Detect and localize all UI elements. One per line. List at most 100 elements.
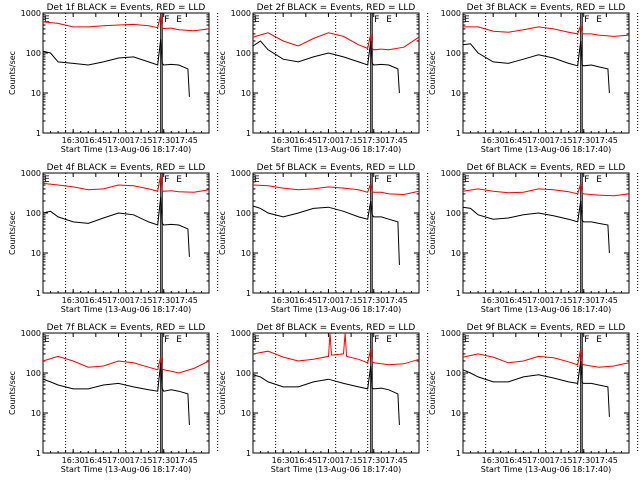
y-tick-label: 1: [246, 449, 251, 458]
y-axis-label: Counts/sec: [428, 51, 437, 95]
x-tick-label: 17:30: [572, 136, 595, 145]
x-axis-label: Start Time (13-Aug-06 18:17:40): [61, 465, 192, 474]
series-line-events: [462, 40, 610, 94]
x-tick-label: 16:30: [482, 456, 505, 465]
marker-label-e: E: [386, 335, 392, 345]
marker-label-e-left: E: [44, 15, 50, 25]
series-line-lld: [42, 14, 210, 32]
y-tick-label: 100: [446, 369, 461, 378]
marker-label-f: F: [164, 335, 169, 345]
x-tick-label: 17:15: [550, 136, 573, 145]
series-line-lld: [463, 24, 630, 37]
marker-label-e: E: [596, 175, 602, 185]
y-axis-label: Counts/sec: [218, 371, 227, 415]
series-line-lld: [252, 332, 420, 366]
marker-label-f: F: [374, 15, 379, 25]
y-axis-label: Counts/sec: [8, 51, 17, 95]
x-tick-label: 17:45: [385, 296, 408, 305]
x-tick-label: 17:30: [362, 296, 385, 305]
y-tick-label: 100: [446, 49, 461, 58]
y-tick-label: 1000: [21, 9, 41, 18]
x-tick-label: 16:30: [272, 456, 295, 465]
marker-label-e: E: [386, 15, 392, 25]
y-tick-label: 10: [241, 249, 251, 258]
x-tick-label: 17:15: [340, 136, 363, 145]
marker-label-e-left: E: [254, 335, 260, 345]
x-tick-label: 16:30: [62, 136, 85, 145]
x-tick-label: 17:45: [595, 136, 618, 145]
x-tick-label: 17:00: [317, 296, 340, 305]
y-tick-label: 10: [31, 89, 41, 98]
x-axis-label: Start Time (13-Aug-06 18:17:40): [481, 465, 612, 474]
series-line-events: [42, 362, 190, 426]
y-tick-label: 1: [246, 129, 251, 138]
x-tick-label: 17:45: [595, 296, 618, 305]
x-tick-label: 17:00: [107, 456, 130, 465]
y-axis-label: Counts/sec: [428, 371, 437, 415]
chart-panel-1: Det 1f BLACK = Events, RED = LLD 1 10 100 10…: [8, 3, 219, 154]
marker-label-e: E: [176, 335, 182, 345]
x-tick-label: 17:45: [385, 456, 408, 465]
series-line-events: [252, 40, 400, 94]
chart-panel-2: Det 2f BLACK = Events, RED = LLD 1 10 100 10…: [218, 3, 429, 154]
x-tick-label: 17:30: [362, 456, 385, 465]
y-tick-label: 1: [246, 289, 251, 298]
x-axis-label: Start Time (13-Aug-06 18:17:40): [61, 305, 192, 314]
marker-label-e: E: [596, 15, 602, 25]
y-tick-label: 100: [236, 209, 251, 218]
x-tick-label: 16:45: [294, 136, 317, 145]
marker-label-e-left: E: [464, 175, 470, 185]
marker-label-e-left: E: [464, 335, 470, 345]
chart-panel-3: Det 3f BLACK = Events, RED = LLD 1 10 100 10…: [428, 3, 639, 154]
marker-label-e: E: [386, 175, 392, 185]
x-tick-label: 17:30: [572, 296, 595, 305]
marker-label-f: F: [584, 175, 589, 185]
x-tick-label: 16:30: [272, 136, 295, 145]
y-tick-label: 1: [36, 129, 41, 138]
y-tick-label: 1000: [231, 9, 251, 18]
chart-title: Det 1f BLACK = Events, RED = LLD: [47, 3, 206, 13]
y-tick-label: 10: [451, 249, 461, 258]
series-line-lld: [252, 32, 420, 51]
x-axis-label: Start Time (13-Aug-06 18:17:40): [61, 145, 192, 154]
chart-panel-4: Det 4f BLACK = Events, RED = LLD 1 10 100 10…: [8, 163, 219, 314]
y-tick-label: 1000: [231, 169, 251, 178]
y-tick-label: 100: [236, 369, 251, 378]
x-tick-label: 16:45: [84, 136, 107, 145]
marker-label-f: F: [374, 175, 379, 185]
x-tick-label: 16:30: [62, 296, 85, 305]
chart-panel-9: Det 9f BLACK = Events, RED = LLD 1 10 100 10…: [428, 323, 639, 474]
chart-title: Det 9f BLACK = Events, RED = LLD: [467, 323, 626, 333]
x-axis-label: Start Time (13-Aug-06 18:17:40): [271, 465, 402, 474]
chart-panel-5: Det 5f BLACK = Events, RED = LLD 1 10 100 10…: [218, 163, 429, 314]
y-tick-label: 10: [241, 409, 251, 418]
marker-label-f: F: [584, 335, 589, 345]
y-axis-label: Counts/sec: [218, 211, 227, 255]
y-tick-label: 100: [26, 209, 41, 218]
marker-label-f: F: [374, 335, 379, 345]
marker-label-e: E: [176, 175, 182, 185]
x-tick-label: 16:45: [294, 296, 317, 305]
x-tick-label: 17:00: [107, 296, 130, 305]
x-tick-label: 16:30: [482, 296, 505, 305]
chart-title: Det 6f BLACK = Events, RED = LLD: [467, 163, 626, 173]
y-tick-label: 1: [456, 289, 461, 298]
chart-panel-8: Det 8f BLACK = Events, RED = LLD 1 10 100 10…: [218, 323, 429, 474]
y-tick-label: 10: [451, 409, 461, 418]
x-tick-label: 17:45: [385, 136, 408, 145]
x-tick-label: 17:00: [317, 136, 340, 145]
x-tick-label: 17:45: [595, 456, 618, 465]
x-tick-label: 16:30: [272, 296, 295, 305]
x-axis-label: Start Time (13-Aug-06 18:17:40): [481, 145, 612, 154]
series-line-lld: [42, 355, 210, 374]
y-tick-label: 1000: [441, 9, 461, 18]
y-tick-label: 10: [241, 89, 251, 98]
x-tick-label: 16:45: [84, 456, 107, 465]
y-tick-label: 100: [236, 49, 251, 58]
y-axis-label: Counts/sec: [8, 211, 17, 255]
y-tick-label: 10: [451, 89, 461, 98]
series-line-events: [462, 360, 610, 417]
x-tick-label: 16:45: [294, 456, 317, 465]
y-tick-label: 1: [36, 449, 41, 458]
marker-label-e: E: [176, 15, 182, 25]
